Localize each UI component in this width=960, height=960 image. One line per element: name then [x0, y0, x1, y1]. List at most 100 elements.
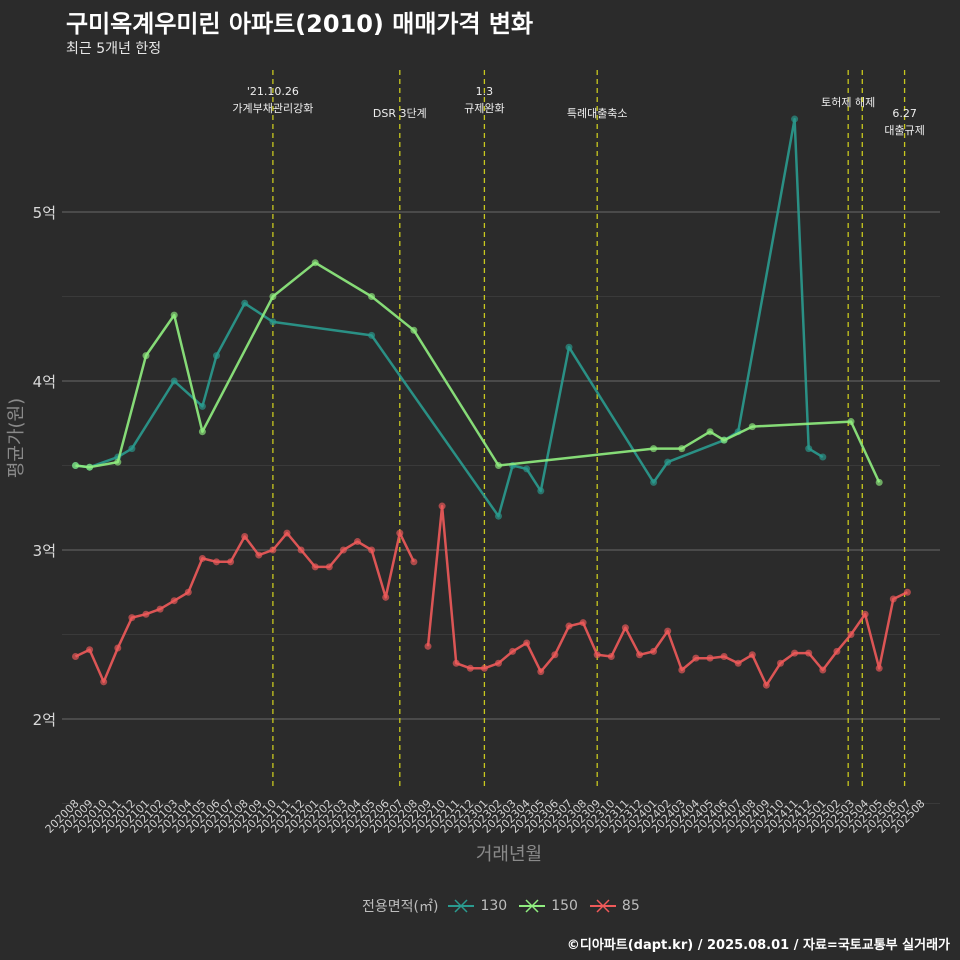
legend: 전용면적(㎡) 130 150 85: [362, 896, 650, 916]
series-line-130: [75, 117, 824, 518]
data-point-150: [748, 423, 756, 431]
data-point-130: [791, 115, 799, 123]
legend-key-130-icon: [448, 899, 475, 913]
data-point-85: [241, 532, 249, 540]
data-point-150: [410, 326, 418, 334]
data-point-150: [142, 352, 150, 360]
legend-label-130: 130: [480, 898, 508, 914]
data-point-85: [621, 624, 629, 632]
data-point-85: [269, 546, 277, 554]
event-label: 가계부채관리강화: [232, 102, 313, 115]
data-point-85: [537, 668, 545, 676]
data-point-150: [114, 458, 122, 466]
series-line-85: [74, 531, 416, 684]
data-point-85: [424, 642, 432, 650]
data-point-130: [819, 453, 827, 461]
data-point-85: [170, 597, 178, 605]
data-point-85: [833, 647, 841, 655]
data-point-85: [410, 558, 418, 566]
data-point-85: [227, 558, 235, 566]
data-point-85: [523, 639, 531, 647]
data-point-85: [565, 622, 573, 630]
data-point-130: [537, 487, 545, 495]
y-axis-ticks: 2억 3억 4억 5억: [33, 204, 56, 729]
data-point-150: [198, 428, 206, 436]
y-axis-label: 평균가(원): [6, 398, 27, 478]
data-point-130: [565, 343, 573, 351]
chart-subtitle: 최근 5개년 한정: [66, 41, 162, 57]
data-point-85: [466, 664, 474, 672]
data-point-130: [170, 377, 178, 385]
data-point-85: [903, 588, 911, 596]
data-point-85: [650, 647, 658, 655]
data-point-150: [269, 293, 277, 300]
event-label: 6.27: [892, 107, 917, 120]
event-label: DSR 3단계: [373, 107, 427, 120]
y-tick-label: 4억: [33, 373, 56, 391]
data-point-85: [325, 563, 333, 571]
data-point-85: [861, 610, 869, 618]
data-point-85: [636, 651, 643, 659]
event-label: 대출규제: [884, 124, 924, 137]
legend-key-85-icon: [589, 899, 616, 913]
data-point-85: [480, 664, 488, 672]
data-point-130: [664, 458, 672, 466]
y-tick-label: 5억: [33, 204, 56, 222]
legend-label-85: 85: [621, 898, 640, 914]
data-point-85: [706, 654, 714, 662]
data-point-85: [100, 678, 108, 686]
data-point-85: [86, 646, 94, 654]
data-point-85: [748, 651, 756, 659]
data-point-85: [762, 681, 770, 689]
chart-title: 구미옥계우미린 아파트(2010) 매매가격 변화: [66, 10, 534, 38]
data-point-130: [128, 445, 136, 453]
data-point-85: [184, 588, 192, 596]
event-label: 특례대출축소: [567, 107, 628, 120]
data-point-130: [213, 352, 220, 360]
data-point-85: [396, 529, 404, 537]
data-point-85: [114, 644, 122, 652]
data-point-85: [142, 610, 150, 618]
data-point-85: [495, 659, 502, 667]
legend-item-130: 130: [446, 896, 507, 916]
event-label: 1.3: [476, 85, 494, 98]
data-point-85: [368, 546, 376, 554]
data-point-85: [720, 652, 728, 660]
data-point-85: [297, 546, 305, 554]
data-point-85: [255, 551, 263, 559]
data-point-85: [579, 619, 587, 627]
legend-title: 전용면적(㎡): [362, 899, 439, 915]
data-point-130: [650, 478, 658, 486]
event-label: 규제완화: [464, 102, 504, 115]
data-point-85: [607, 652, 615, 660]
series-line-150: [75, 261, 881, 483]
y-tick-label: 2억: [33, 711, 56, 729]
data-point-150: [875, 478, 883, 486]
data-point-85: [128, 614, 136, 622]
data-point-85: [777, 659, 784, 667]
data-point-85: [593, 651, 601, 659]
data-point-85: [283, 529, 291, 537]
data-point-85: [847, 631, 855, 638]
data-point-85: [791, 649, 799, 657]
data-point-85: [509, 647, 517, 655]
data-point-150: [847, 418, 855, 426]
data-point-150: [170, 311, 178, 319]
data-point-85: [198, 554, 206, 562]
data-point-85: [311, 563, 319, 571]
data-point-130: [805, 445, 813, 453]
event-label: '21.10.26: [247, 85, 299, 98]
event-label: 토허제 해제: [821, 95, 875, 109]
data-point-85: [678, 666, 686, 674]
y-tick-label: 3억: [33, 542, 56, 560]
data-point-85: [156, 605, 164, 613]
data-point-85: [382, 593, 390, 601]
legend-label-150: 150: [551, 898, 578, 914]
data-point-130: [523, 465, 531, 473]
data-point-85: [692, 654, 700, 662]
data-point-150: [720, 436, 728, 444]
data-point-85: [805, 649, 813, 657]
data-point-85: [213, 558, 220, 566]
legend-item-85: 85: [588, 896, 640, 916]
data-point-150: [706, 428, 714, 436]
